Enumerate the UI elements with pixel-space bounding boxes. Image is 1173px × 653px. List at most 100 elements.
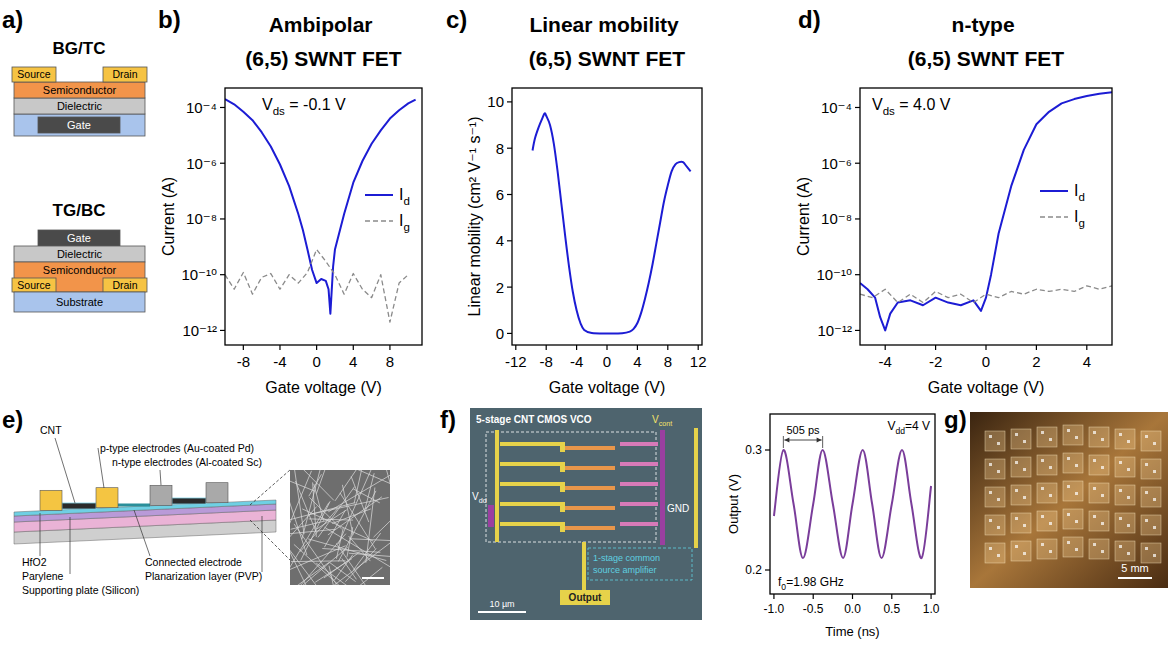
nanotube xyxy=(290,470,334,500)
device-array xyxy=(1037,483,1057,503)
text-part: =1.98 GHz xyxy=(786,575,844,589)
plot-frame xyxy=(225,88,422,345)
x-tick xyxy=(279,345,280,350)
annotation: Vdd=4 V xyxy=(887,419,930,436)
text-part: d xyxy=(403,195,409,207)
device-array xyxy=(1011,457,1031,477)
device-dot xyxy=(1041,431,1044,434)
device-array xyxy=(1141,543,1161,563)
text-part: V xyxy=(872,96,883,113)
trace xyxy=(500,502,560,506)
text-part: g xyxy=(403,221,409,233)
device-array xyxy=(1063,481,1083,501)
x-tick xyxy=(353,345,354,350)
device-dot xyxy=(1015,545,1018,548)
x-tick xyxy=(1036,345,1037,350)
plot-frame xyxy=(770,414,935,594)
trace xyxy=(500,442,560,446)
device-array xyxy=(1011,541,1031,561)
layer xyxy=(14,292,145,312)
cnt-film xyxy=(172,498,206,504)
layer-label: Drain xyxy=(112,279,137,291)
device-dot xyxy=(997,470,1000,473)
device-dot xyxy=(1127,496,1130,499)
device-dot xyxy=(1127,552,1130,555)
x-tick xyxy=(813,594,814,599)
x-tick xyxy=(546,345,547,350)
schematic-e: CNTp-type electrodes (Au-coated Pd)n-typ… xyxy=(14,424,413,610)
y-tick xyxy=(507,148,512,149)
nanotube xyxy=(328,474,390,512)
y-tick-label: 10⁻⁸ xyxy=(821,210,852,227)
panel-letter: a) xyxy=(2,6,23,33)
series-line xyxy=(774,450,931,558)
bus xyxy=(495,430,499,542)
device-array xyxy=(1115,513,1135,533)
callout: Parylene xyxy=(22,570,64,582)
x-axis-title: Time (ns) xyxy=(825,624,879,639)
device-dot xyxy=(1015,517,1018,520)
nanotube xyxy=(374,510,391,537)
x-tick-label: -2 xyxy=(929,353,942,370)
text-part: V xyxy=(262,96,273,113)
series-line xyxy=(533,113,691,333)
device-array xyxy=(1011,485,1031,505)
y-tick-label: 10⁻¹² xyxy=(182,322,217,339)
chip-label: Output xyxy=(569,592,602,603)
device-array xyxy=(1011,429,1031,449)
nanotube xyxy=(354,470,362,503)
layer-label: Semiconductor xyxy=(43,264,117,276)
device-array xyxy=(1141,487,1161,507)
device-array xyxy=(1089,539,1109,559)
device-array xyxy=(985,515,1005,535)
device-array xyxy=(1115,541,1135,561)
device-dot xyxy=(1067,513,1070,516)
callout: Connected electrode xyxy=(145,556,242,568)
bus xyxy=(694,428,698,548)
y-tick-label: 0.2 xyxy=(745,563,762,577)
device-dot xyxy=(1075,464,1078,467)
chip-label: 1-stage common source amplifier xyxy=(593,553,663,575)
device-array xyxy=(985,543,1005,563)
nanotube xyxy=(318,487,355,538)
y-axis-title: Output (V) xyxy=(726,474,741,534)
text-part: V xyxy=(887,419,895,433)
nanotube xyxy=(347,527,353,557)
series-group xyxy=(225,99,416,322)
device-dot xyxy=(1015,433,1018,436)
annotation: Vds = -0.1 V xyxy=(262,96,346,117)
y-tick xyxy=(855,274,860,275)
y-tick xyxy=(220,274,225,275)
trace xyxy=(620,442,658,446)
callout: Planarization layer (PVP) xyxy=(145,570,262,582)
text-part: (6,5) SWNT FET xyxy=(529,47,686,70)
leader-line xyxy=(98,448,104,488)
y-tick xyxy=(855,330,860,331)
device-array xyxy=(1063,453,1083,473)
panel-letter: g) xyxy=(944,406,967,433)
device-dot xyxy=(989,519,992,522)
schematic-a: BG/TCGateDielectricSemiconductorSourceDr… xyxy=(12,39,147,312)
device-dot xyxy=(1119,433,1122,436)
nanotube xyxy=(327,540,390,586)
x-tick xyxy=(389,345,390,350)
device-dot xyxy=(1093,487,1096,490)
nanotube xyxy=(336,528,343,559)
y-tick-label: 10⁻¹⁰ xyxy=(181,266,217,283)
device-dot xyxy=(1153,526,1156,529)
series-line xyxy=(225,250,408,323)
chip-label: Vdd xyxy=(472,491,487,505)
x-tick-label: -4 xyxy=(273,353,286,370)
device-dot xyxy=(1041,459,1044,462)
layer xyxy=(12,67,56,82)
y-tick-label: 0.3 xyxy=(745,443,762,457)
device-dot xyxy=(1145,519,1148,522)
device-dot xyxy=(1127,440,1130,443)
text-part: =4 V xyxy=(905,419,930,433)
device-dot xyxy=(1101,494,1104,497)
x-tick xyxy=(637,345,638,350)
x-tick-label: 4 xyxy=(633,353,641,370)
device-dot xyxy=(1075,520,1078,523)
nanotube xyxy=(300,509,337,552)
nanotube xyxy=(290,479,315,491)
